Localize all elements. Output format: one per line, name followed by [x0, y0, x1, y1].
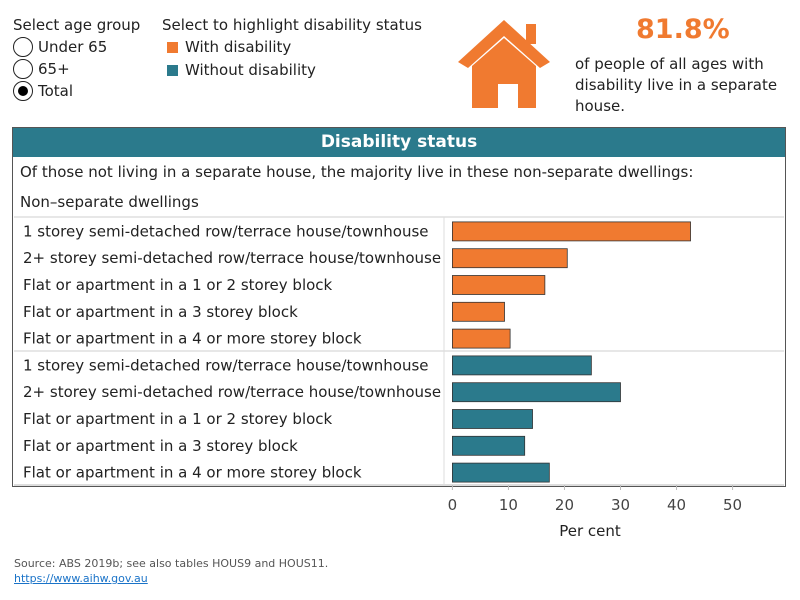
bar-0-0[interactable] — [452, 221, 691, 242]
legend-swatch[interactable] — [167, 42, 178, 53]
source-note: Source: ABS 2019b; see also tables HOUS9… — [14, 557, 329, 570]
category-label: 2+ storey semi-detached row/terrace hous… — [23, 249, 441, 267]
x-axis-title: Per cent — [559, 522, 621, 540]
age-group-title: Select age group — [13, 16, 141, 34]
stat-value: 81.8% — [636, 14, 730, 45]
category-label: 2+ storey semi-detached row/terrace hous… — [23, 383, 441, 401]
highlight-title: Select to highlight disability status — [162, 16, 422, 34]
bar-1-4[interactable] — [452, 462, 550, 483]
stat-description: of people of all ages with disability li… — [575, 55, 778, 115]
dwelling-heading: Non–separate dwellings — [20, 193, 199, 211]
chart-panel: Disability status — [12, 127, 786, 487]
bar-1-3[interactable] — [452, 435, 526, 456]
bar-1-2[interactable] — [452, 409, 533, 429]
category-label: Flat or apartment in a 1 or 2 storey blo… — [23, 276, 333, 294]
x-tick-label: 10 — [499, 496, 518, 514]
category-label: 1 storey semi-detached row/terrace house… — [23, 356, 429, 374]
age-option-label[interactable]: Under 65 — [38, 38, 108, 56]
radio-under-65[interactable] — [13, 37, 33, 57]
radio-65-[interactable] — [13, 59, 33, 79]
category-label: Flat or apartment in a 4 or more storey … — [23, 464, 362, 482]
bar-1-0[interactable] — [452, 355, 592, 376]
legend-swatch[interactable] — [167, 65, 178, 76]
aihw-link[interactable]: https://www.aihw.gov.au — [14, 572, 148, 585]
category-label: Flat or apartment in a 3 storey block — [23, 437, 298, 455]
legend-label[interactable]: Without disability — [185, 61, 316, 79]
bar-1-1[interactable] — [452, 382, 621, 403]
house-icon — [458, 20, 550, 108]
bar-0-1[interactable] — [452, 248, 568, 269]
age-option-label[interactable]: 65+ — [38, 60, 70, 78]
category-label: 1 storey semi-detached row/terrace house… — [23, 222, 429, 240]
chart-header: Disability status — [13, 128, 785, 157]
x-tick-label: 40 — [667, 496, 686, 514]
intro-text: Of those not living in a separate house,… — [20, 163, 694, 181]
age-option-label[interactable]: Total — [38, 82, 74, 100]
bar-0-2[interactable] — [452, 275, 546, 295]
x-tick-label: 50 — [723, 496, 742, 514]
x-tick-label: 20 — [555, 496, 574, 514]
category-label: Flat or apartment in a 1 or 2 storey blo… — [23, 410, 333, 428]
category-label: Flat or apartment in a 3 storey block — [23, 303, 298, 321]
bar-0-3[interactable] — [452, 301, 505, 322]
x-tick-label: 0 — [448, 496, 458, 514]
category-label: Flat or apartment in a 4 or more storey … — [23, 330, 362, 348]
bar-0-4[interactable] — [452, 328, 511, 349]
legend-label[interactable]: With disability — [185, 38, 292, 56]
x-tick-label: 30 — [611, 496, 630, 514]
radio-total[interactable] — [13, 81, 33, 101]
